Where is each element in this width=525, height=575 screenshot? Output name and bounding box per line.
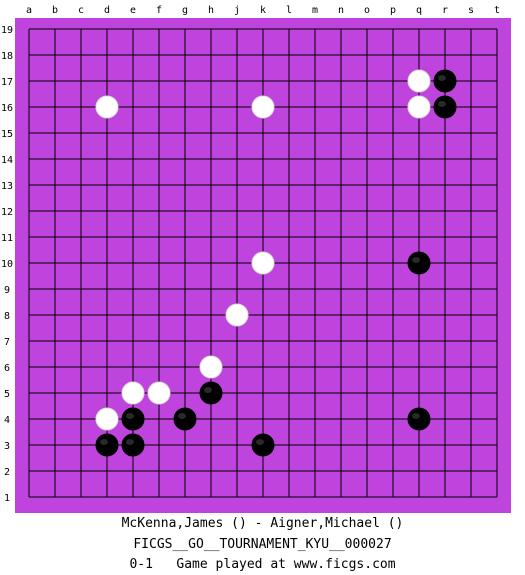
stone-highlight — [256, 101, 264, 107]
site-caption: Game played at www.ficgs.com — [176, 557, 396, 572]
stone-highlight — [412, 257, 420, 263]
white-stone — [407, 95, 431, 119]
black-stone — [199, 381, 223, 405]
white-stone — [121, 381, 145, 405]
column-label: h — [208, 5, 214, 16]
stone-highlight — [438, 101, 446, 107]
stone-highlight — [412, 75, 420, 81]
column-label: d — [104, 5, 110, 16]
column-label: f — [156, 5, 162, 16]
game-result: 0-1 — [129, 557, 153, 572]
black-stone — [95, 433, 119, 457]
stone-highlight — [412, 101, 420, 107]
go-board[interactable]: a b c d e f g h j k l m n o p q r s t123456789101112131415… — [0, 0, 525, 515]
column-label: n — [338, 5, 344, 16]
stone-highlight — [230, 309, 238, 315]
black-stone — [121, 433, 145, 457]
black-stone — [433, 95, 457, 119]
column-label: e — [130, 5, 136, 16]
white-stone — [199, 355, 223, 379]
result-line: 0-1 Game played at www.ficgs.com — [0, 557, 525, 572]
row-label: 2 — [4, 467, 10, 478]
column-label: o — [364, 5, 370, 16]
white-stone — [251, 95, 275, 119]
stone-highlight — [438, 75, 446, 81]
white-stone — [251, 251, 275, 275]
stone-highlight — [412, 413, 420, 419]
white-stone — [407, 69, 431, 93]
black-stone — [121, 407, 145, 431]
row-label: 4 — [4, 415, 10, 426]
row-label: 14 — [1, 155, 13, 166]
row-label: 15 — [1, 129, 13, 140]
white-stone — [225, 303, 249, 327]
column-label: j — [234, 5, 240, 16]
row-label: 17 — [1, 77, 13, 88]
players-caption: McKenna,James () - Aigner,Michael () — [121, 516, 404, 531]
black-stone — [433, 69, 457, 93]
black-stone — [251, 433, 275, 457]
row-label: 19 — [1, 25, 13, 36]
stone-highlight — [256, 257, 264, 263]
black-stone — [173, 407, 197, 431]
stone-highlight — [100, 101, 108, 107]
stone-highlight — [256, 439, 264, 445]
row-label: 5 — [4, 389, 10, 400]
column-label: g — [182, 5, 188, 16]
column-label: l — [286, 5, 292, 16]
stone-highlight — [126, 413, 134, 419]
stone-highlight — [126, 387, 134, 393]
column-label: b — [52, 5, 58, 16]
row-label: 6 — [4, 363, 10, 374]
black-stone — [407, 407, 431, 431]
row-label: 1 — [4, 493, 10, 504]
row-label: 18 — [1, 51, 13, 62]
event-caption: FICGS__GO__TOURNAMENT_KYU__000027 — [133, 537, 392, 552]
row-label: 3 — [4, 441, 10, 452]
row-label: 10 — [1, 259, 13, 270]
row-label: 7 — [4, 337, 10, 348]
go-board-area: a b c d e f g h j k l m n o p q r s t 1 2 3 4 5 6 7 8 9 10 11 12 13 14 15… — [0, 5, 511, 513]
row-label: 16 — [1, 103, 13, 114]
column-label: q — [416, 5, 422, 16]
column-label: a — [26, 5, 32, 16]
white-stone — [95, 95, 119, 119]
stone-highlight — [204, 361, 212, 367]
column-label: p — [390, 5, 396, 16]
row-label: 12 — [1, 207, 13, 218]
black-stone — [407, 251, 431, 275]
row-label: 11 — [1, 233, 13, 244]
stone-highlight — [126, 439, 134, 445]
row-label: 13 — [1, 181, 13, 192]
column-label: t — [494, 5, 500, 16]
column-label: m — [312, 5, 318, 16]
stone-highlight — [152, 387, 160, 393]
stone-highlight — [100, 439, 108, 445]
column-label: r — [442, 5, 448, 16]
white-stone — [95, 407, 119, 431]
row-label: 8 — [4, 311, 10, 322]
column-label: c — [78, 5, 84, 16]
stone-highlight — [100, 413, 108, 419]
stone-highlight — [178, 413, 186, 419]
white-stone — [147, 381, 171, 405]
stone-highlight — [204, 387, 212, 393]
column-label: s — [468, 5, 474, 16]
column-label: k — [260, 5, 266, 16]
row-label: 9 — [4, 285, 10, 296]
